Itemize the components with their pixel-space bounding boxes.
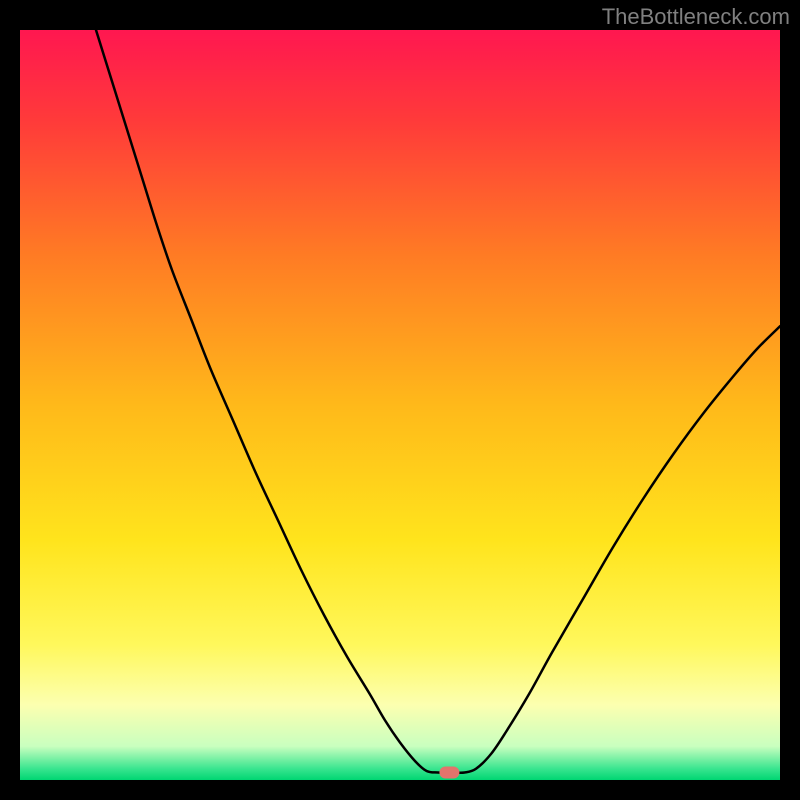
- gradient-background: [20, 30, 780, 780]
- watermark-text: TheBottleneck.com: [602, 4, 790, 30]
- chart-frame: TheBottleneck.com: [0, 0, 800, 800]
- plot-area: [20, 30, 780, 780]
- optimal-marker: [439, 767, 459, 779]
- plot-svg: [20, 30, 780, 780]
